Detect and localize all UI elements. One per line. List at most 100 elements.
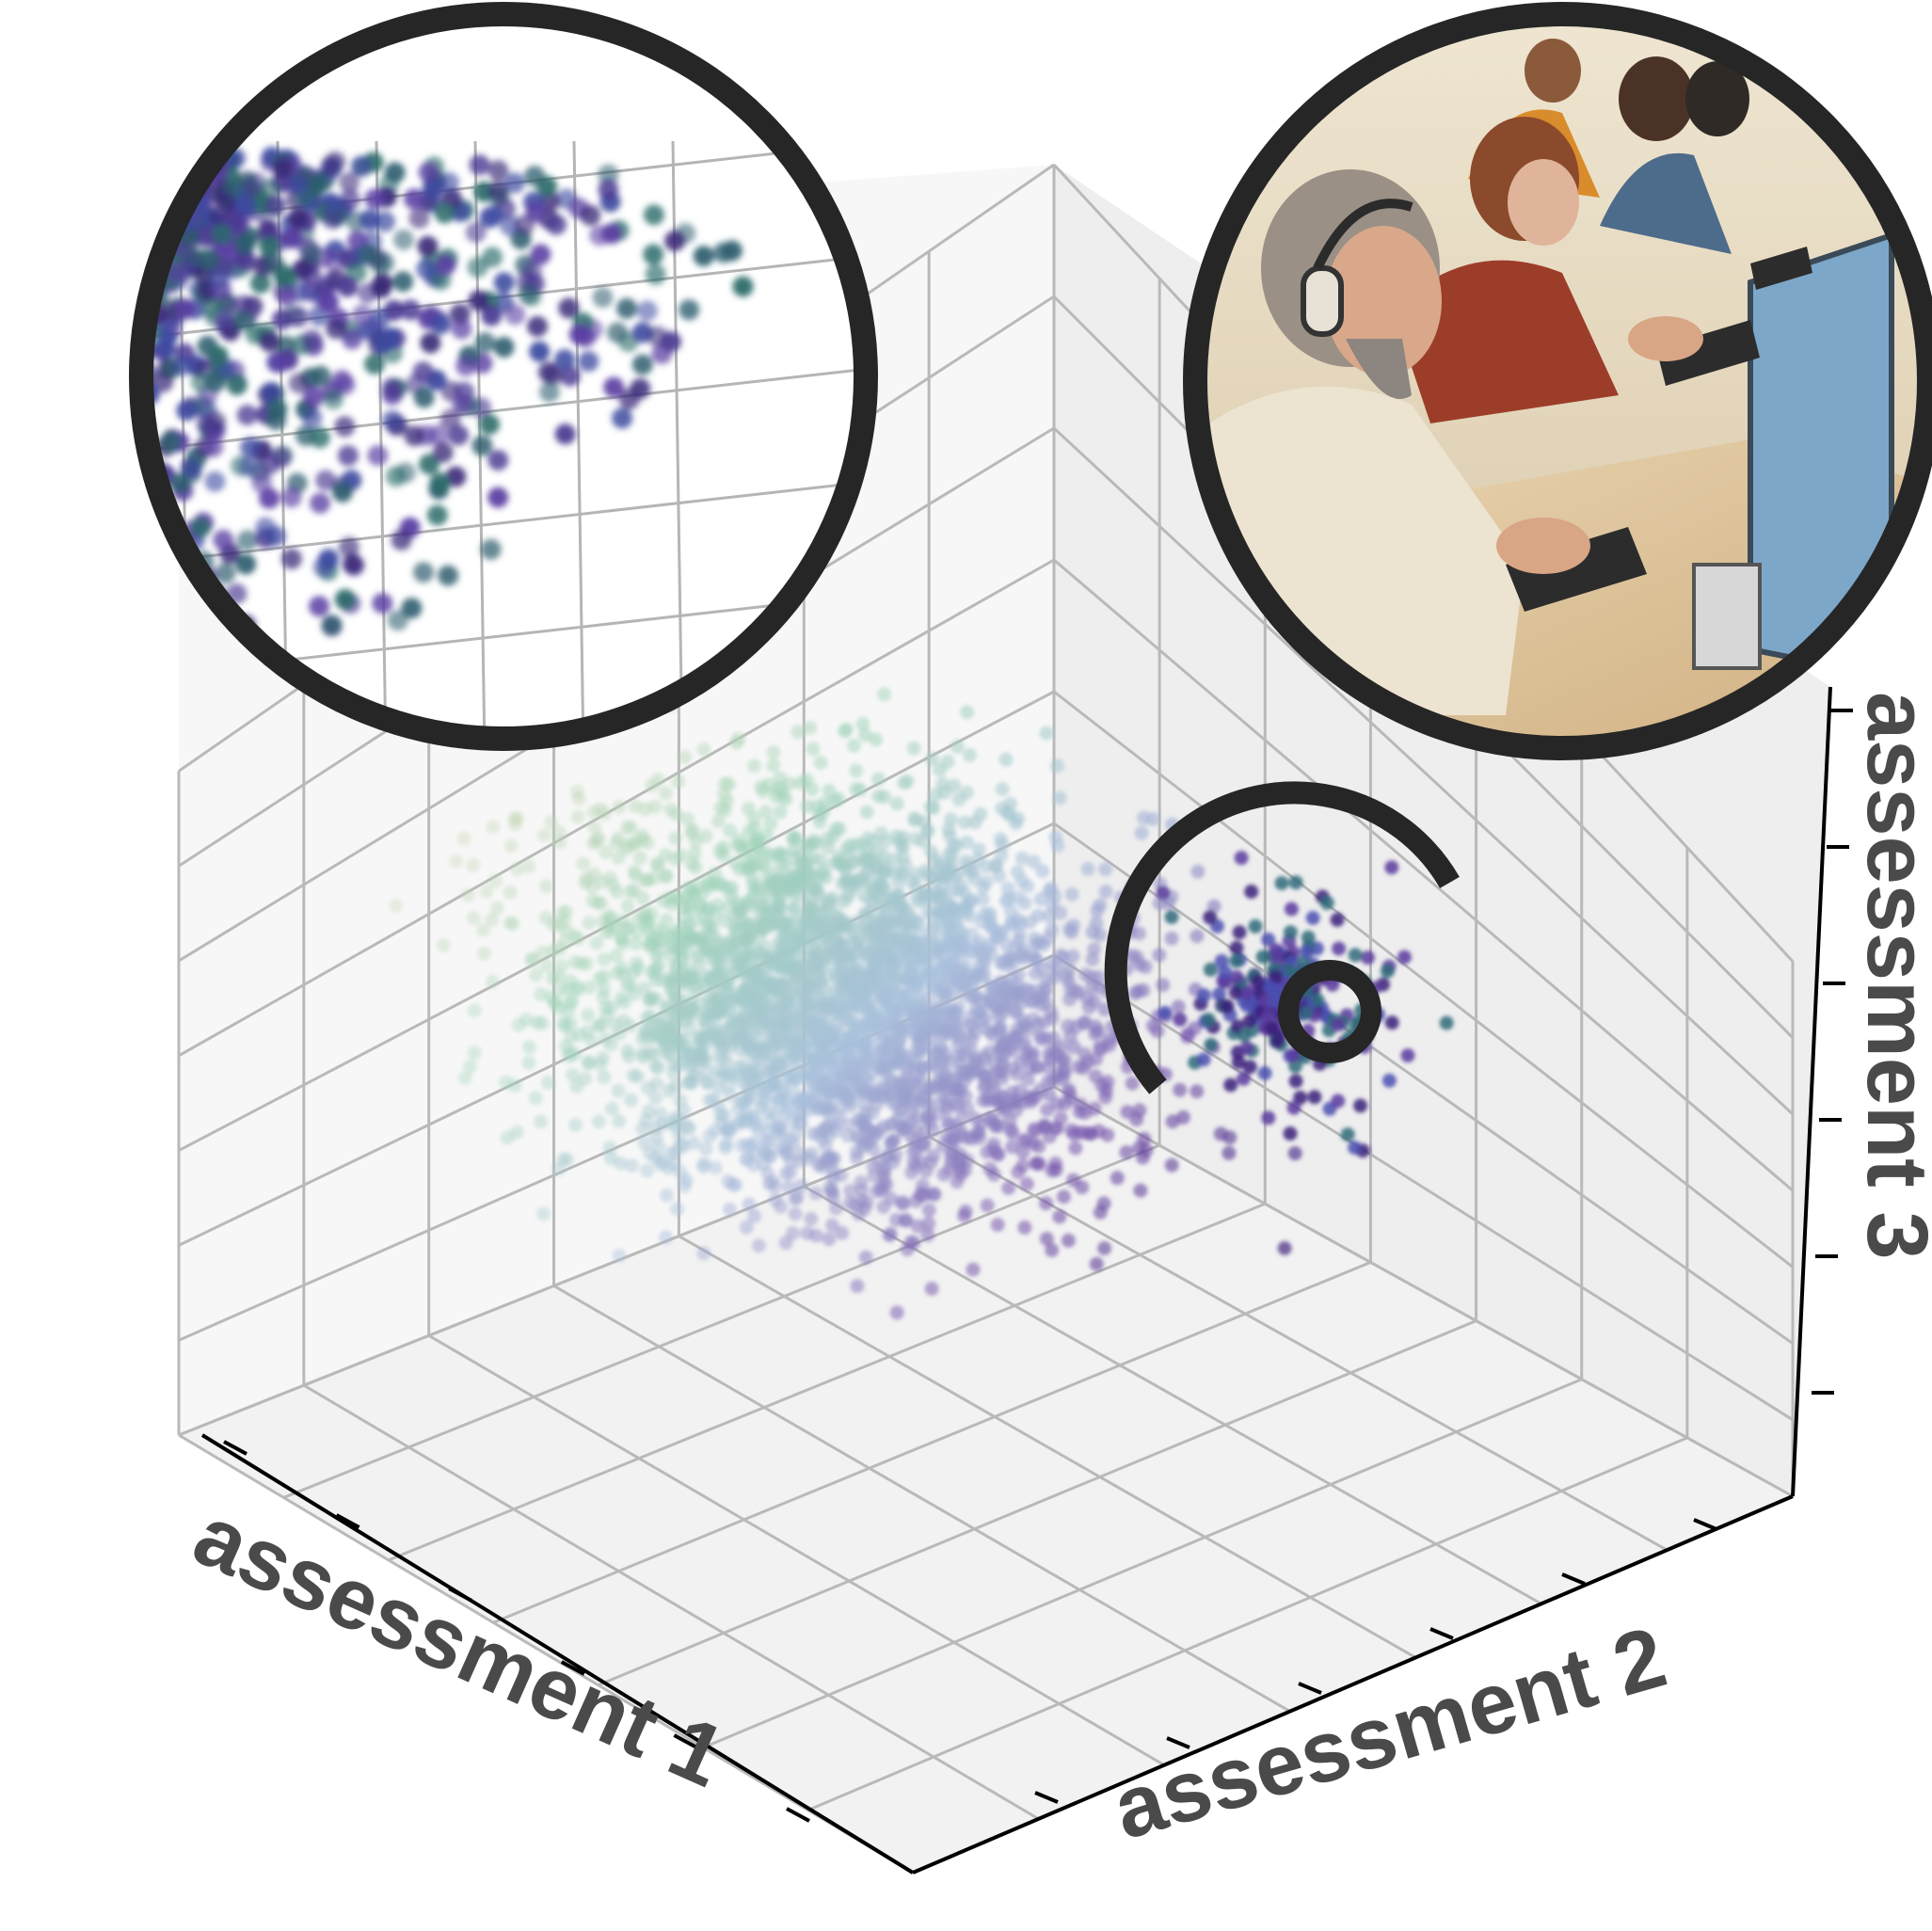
scatter-point [1087,942,1102,957]
scatter-point [486,974,501,989]
scatter-point [1001,1180,1016,1195]
scatter-point [552,825,567,840]
scatter-point [772,1008,786,1023]
scatter-point [743,951,758,966]
scatter-point [867,1168,882,1183]
scatter-point [822,1232,837,1247]
zoom-scatter-point [97,471,118,491]
zoom-scatter-point [636,300,658,322]
zoom-scatter-point [342,553,363,575]
scatter-point [857,727,872,742]
scatter-point [975,892,990,906]
zoom-scatter-point [255,517,277,538]
zoom-scatter-point [384,162,406,184]
zoom-scatter-point [580,204,601,226]
zoom-scatter-point [417,235,439,257]
scatter-point [629,936,644,951]
zoom-scatter-point [270,448,291,469]
scatter-point [739,1152,754,1167]
zoom-scatter-point [465,221,487,243]
zoom-scatter-point [315,470,337,491]
scatter-point [668,1144,683,1159]
floor-gridline [803,1185,1542,1605]
zoom-scatter-point [141,182,153,203]
scatter-point [883,961,898,976]
scatter-point [889,1305,904,1320]
scatter-point [1012,934,1027,948]
zoom-scatter-point [141,202,156,224]
scatter-point [854,954,869,968]
scatter-point [886,1133,901,1148]
scatter-point [673,1165,688,1180]
scatter-point [1080,1055,1094,1070]
scatter-point [781,971,796,986]
scatter-point [1307,1090,1322,1105]
zoom-scatter-point [141,207,160,229]
scatter-point [809,1000,823,1015]
scatter-point [823,1100,838,1115]
scatter-point [963,747,977,762]
zoom-scatter-point [141,142,162,164]
scatter-point [1132,1141,1146,1156]
zoom-scatter-point [359,209,380,231]
scatter-point [967,990,982,1005]
zoom-scatter-point [301,407,323,429]
scatter-point [992,1041,1007,1056]
zoom-scatter-point [146,150,167,171]
scatter-point [612,1248,627,1263]
scatter-point [668,852,682,867]
scatter-point [967,1111,982,1126]
zoom-scatter-point [141,140,162,162]
outer-arc [1104,781,1460,1094]
scatter-point [866,1141,881,1157]
scatter-point [1098,885,1113,899]
zoom-scatter-point [146,149,168,170]
scatter-point [935,878,950,893]
scatter-point [1400,1048,1415,1063]
zoom-scatter-point [323,250,344,272]
scatter-point [641,1080,655,1095]
scatter-point [1014,851,1030,866]
scatter-point [820,997,835,1012]
zoom-scatter-point [146,162,168,184]
scatter-point [950,838,965,853]
zoom-scatter-point [89,574,110,595]
scatter-point [746,758,761,774]
scatter-point [511,1017,526,1032]
scatter-point [735,1058,750,1073]
scatter-point [829,1201,843,1216]
scatter-point [813,976,828,990]
scatter-point [571,791,586,806]
scatter-point [711,952,726,967]
scatter-point [1093,898,1108,913]
scatter-point [744,999,759,1014]
zoom-scatter-point [150,159,171,181]
zoom-scatter-point [664,231,686,251]
zoom-scatter-point [153,157,175,179]
zoom-scatter-point [158,144,180,166]
scatter-point [900,938,915,952]
scatter-point [1268,969,1283,984]
scatter-point [835,937,850,952]
scatter-point [612,1027,627,1042]
zoom-scatter-point [517,282,538,304]
zoom-scatter-point [207,345,229,367]
scatter-point [955,1129,970,1144]
zoom-scatter-point [153,170,175,192]
scatter-point [927,1187,942,1202]
scatter-point [656,1041,671,1056]
scatter-point [802,866,817,881]
scatter-point [486,820,501,835]
scatter-point [457,1071,472,1086]
scatter-point [938,1081,953,1096]
scatter-point [773,771,788,786]
zoom-scatter-point [202,436,224,457]
scatter-point [694,899,709,914]
scatter-point [867,1059,882,1074]
zoom-scatter-point [153,146,175,168]
zoom-scatter-point [429,471,451,493]
zoom-scatter-point [152,154,173,176]
scatter-point [1000,881,1015,896]
scatter-point [794,1106,809,1121]
scatter-point [1091,969,1106,984]
